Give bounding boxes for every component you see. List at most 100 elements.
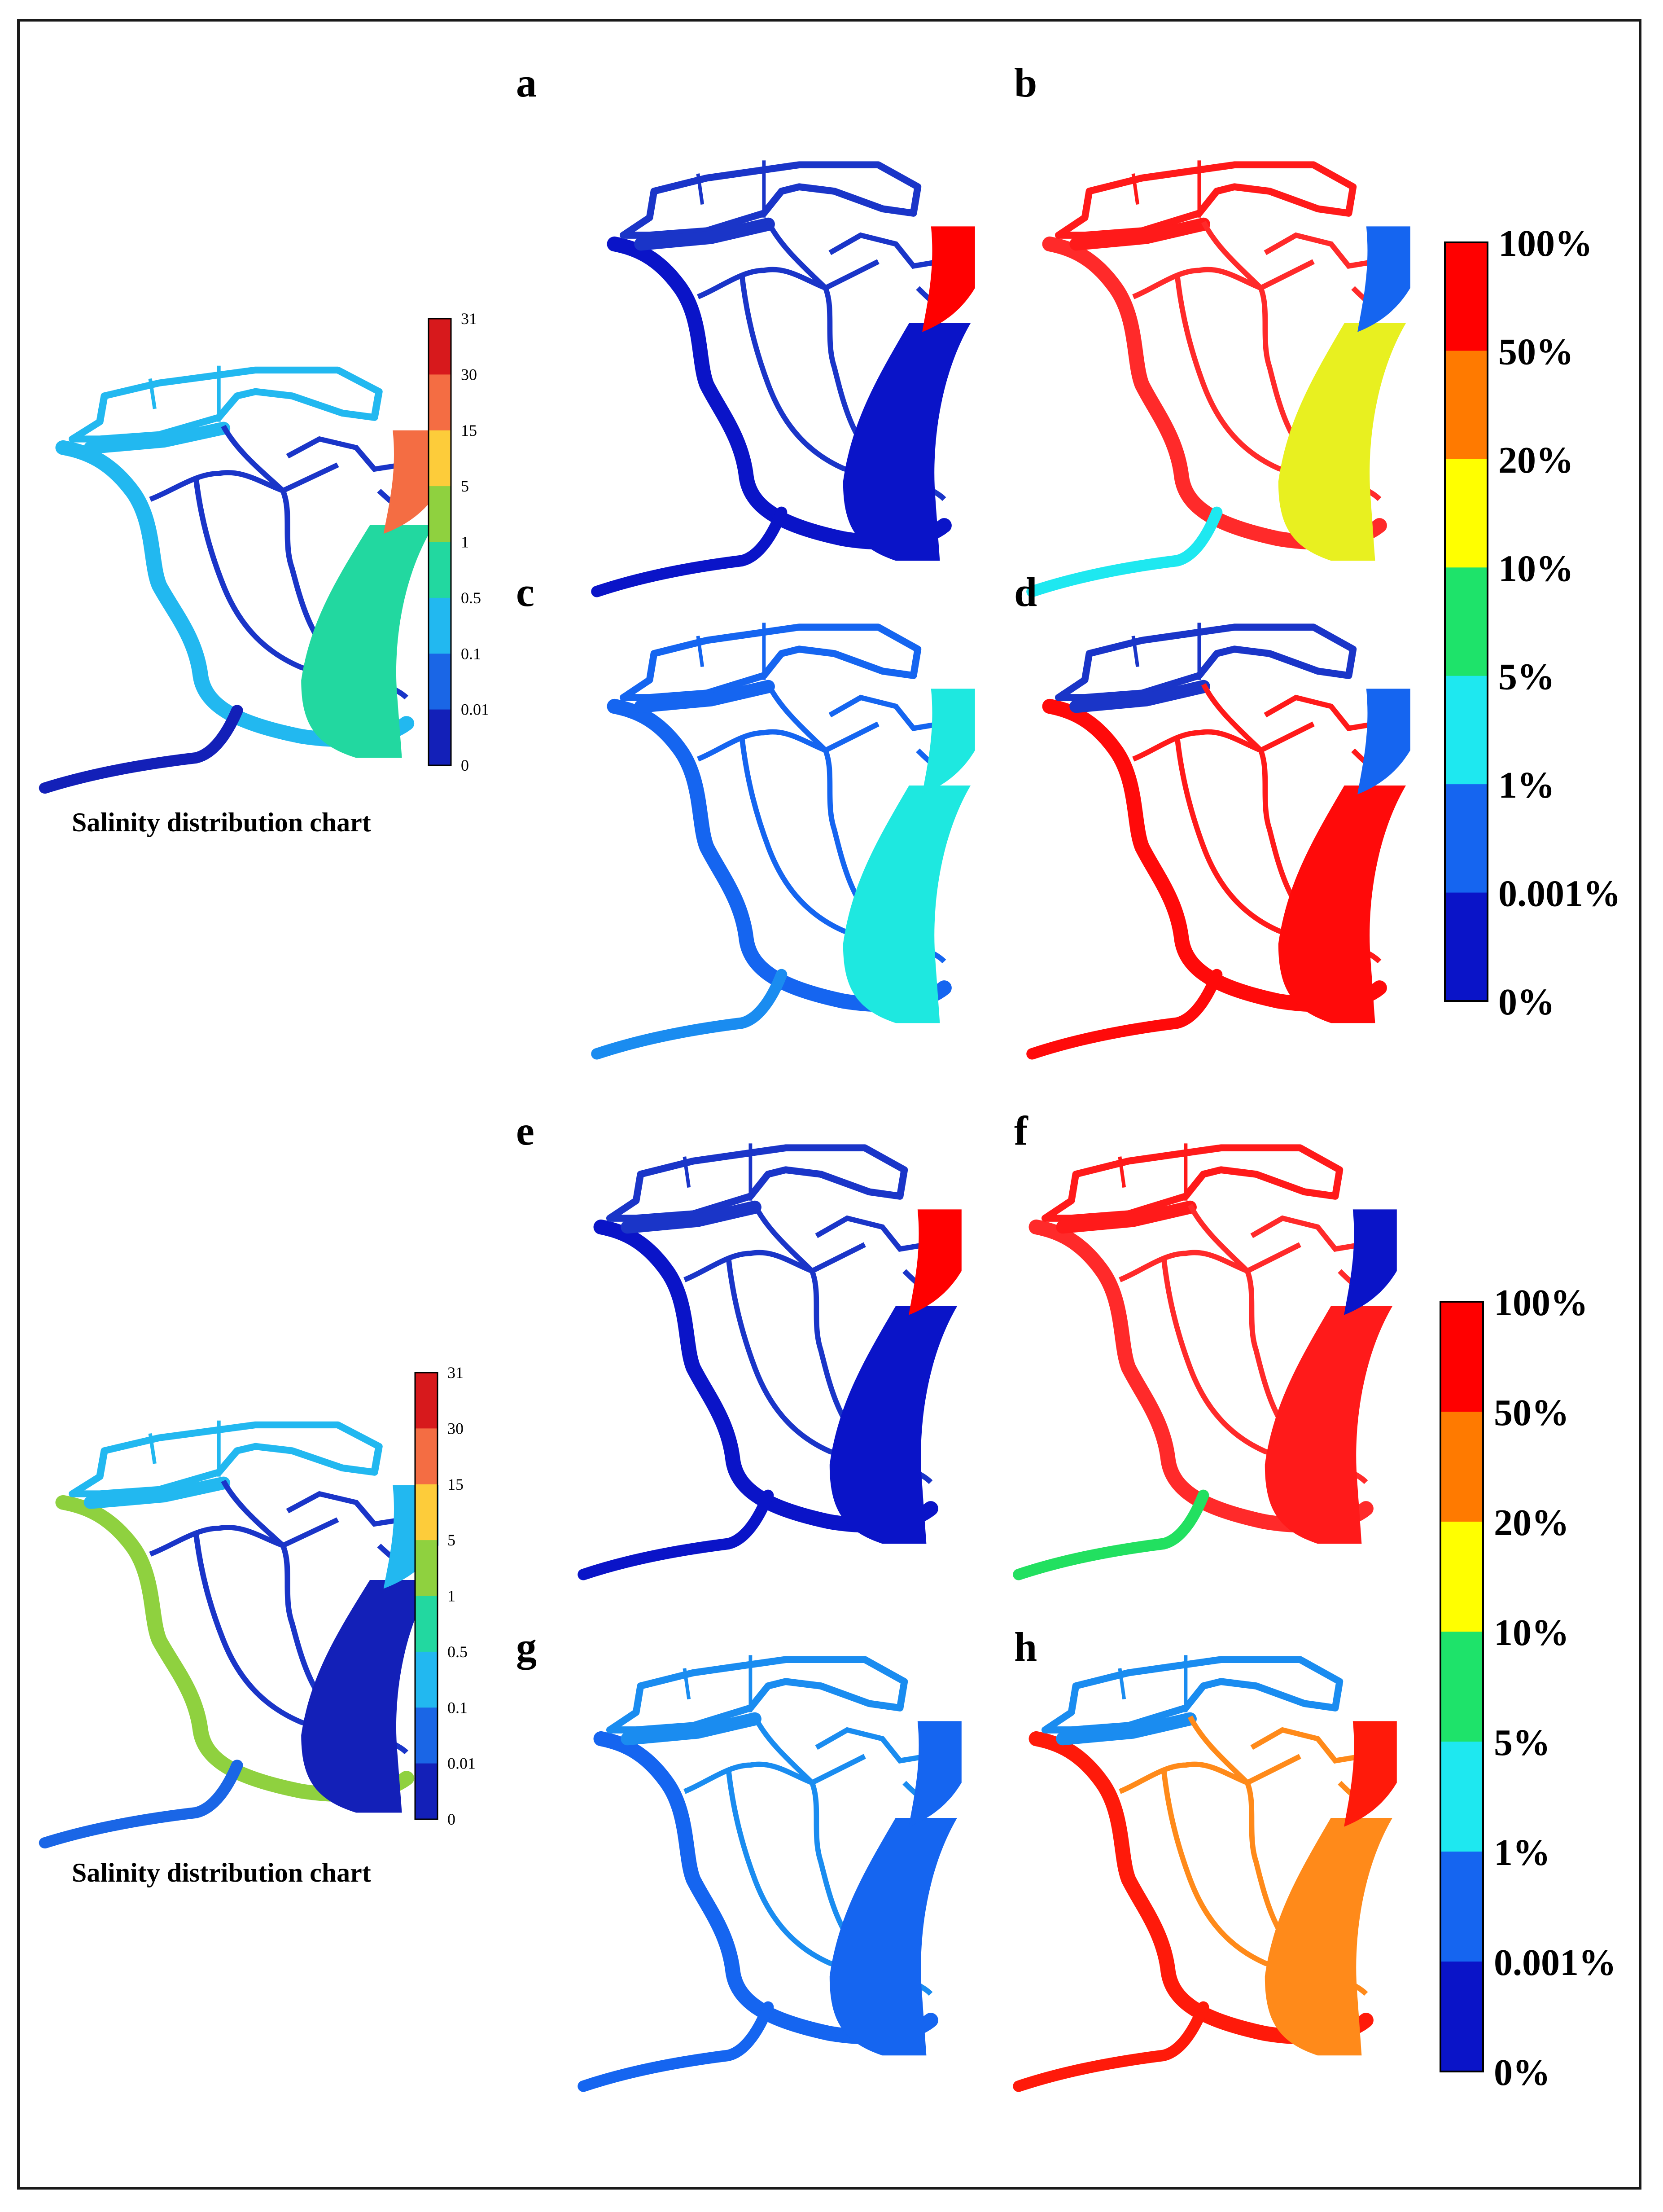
mid-channel-4 <box>1246 1242 1301 1273</box>
east-channel <box>829 1818 957 2056</box>
mid-channel-2 <box>683 1761 813 1794</box>
east-channel <box>843 786 971 1023</box>
salinity-colorbar-top: 31 30 15 5 1 0.5 0.1 0.01 0 <box>428 310 489 774</box>
south-channel <box>39 705 243 794</box>
salinity-bar-segment <box>415 1596 438 1652</box>
panel-letter-c: c <box>516 569 534 615</box>
mid-channel-2 <box>149 470 284 502</box>
south-channel <box>1013 2001 1209 2092</box>
north-inner-channel <box>621 1712 761 1746</box>
percent-bar-segment <box>1440 1412 1483 1522</box>
north-spur <box>683 1156 691 1188</box>
salinity-tick-label: 30 <box>461 365 477 383</box>
percent-bar-segment <box>1445 567 1488 676</box>
south-channel <box>591 969 788 1060</box>
percent-tick-label: 1% <box>1494 1832 1550 1874</box>
salinity-bar-segment <box>429 597 451 654</box>
salinity-bar-border <box>414 1372 438 1820</box>
east-patch <box>1357 226 1410 332</box>
salinity-bar-segment <box>429 654 451 710</box>
north-spur <box>696 636 705 667</box>
south-channel <box>1026 506 1223 597</box>
percent-bar-segment <box>1440 1522 1483 1632</box>
salinity-bar-segment <box>429 709 451 766</box>
east-patch <box>1344 1721 1397 1827</box>
west-channel <box>593 1219 938 1533</box>
salinity-tick-label: 0 <box>461 756 469 774</box>
salinity-tick-label: 5 <box>447 1531 455 1549</box>
east-patch <box>383 430 439 534</box>
percent-tick-label: 5% <box>1494 1722 1550 1764</box>
salinity-bar-segment <box>415 1373 438 1429</box>
salinity-tick-label: 0.1 <box>461 645 481 663</box>
salinity-map-top <box>39 365 439 794</box>
west-channel <box>1028 1731 1374 2045</box>
salinity-tick-label: 0.01 <box>461 701 489 719</box>
scenario-panels: a b c d e f g h <box>516 60 1410 2092</box>
mid-channel-4 <box>1259 259 1315 290</box>
east-channel <box>1278 786 1406 1023</box>
north-spur <box>1131 636 1140 667</box>
east-patch <box>922 689 975 794</box>
panel-c: c <box>516 569 975 1060</box>
east-channel <box>301 525 434 758</box>
panel-letter-d: d <box>1014 569 1037 615</box>
mid-channel-4 <box>281 462 339 493</box>
north-loop <box>606 1144 908 1222</box>
mid-channel-2 <box>697 267 827 299</box>
salinity-tick-label: 15 <box>447 1475 464 1493</box>
salinity-bar-segment <box>429 319 451 375</box>
salinity-bar-segment <box>415 1651 438 1708</box>
east-patch <box>909 1721 962 1827</box>
salinity-bar-segment <box>415 1428 438 1485</box>
salinity-bar-segment <box>415 1540 438 1596</box>
east-patch <box>909 1209 962 1315</box>
mid-channel-2 <box>149 1525 284 1557</box>
east-patch <box>922 226 975 332</box>
mid-channel-4 <box>824 259 880 290</box>
north-spur <box>1131 173 1140 205</box>
west-channel <box>1042 236 1387 550</box>
salinity-tick-label: 31 <box>461 310 477 328</box>
figure-frame <box>17 19 1641 2190</box>
north-inner-channel <box>1069 680 1210 713</box>
mid-channel-4 <box>810 1242 866 1273</box>
percent-bar-segment <box>1440 1852 1483 1962</box>
west-channel <box>1028 1219 1374 1533</box>
mid-channel-2 <box>683 1250 813 1282</box>
salinity-tick-label: 15 <box>461 421 477 439</box>
panel-a: a <box>516 60 975 597</box>
percent-tick-label: 20% <box>1498 439 1574 481</box>
east-channel <box>829 1306 957 1544</box>
caption-bottom: Salinity distribution chart <box>72 1858 371 1887</box>
north-spur <box>683 1668 691 1699</box>
salinity-tick-label: 0.1 <box>447 1698 468 1716</box>
north-loop <box>1055 623 1357 701</box>
percent-tick-label: 5% <box>1498 656 1555 698</box>
south-channel <box>1026 969 1223 1060</box>
west-channel <box>1042 698 1387 1012</box>
north-spur <box>1118 1156 1126 1188</box>
percent-tick-label: 100% <box>1494 1282 1588 1324</box>
east-patch <box>1357 689 1410 794</box>
north-inner-channel <box>1069 217 1210 251</box>
percent-bar-segment <box>1440 1302 1483 1412</box>
percent-bar-border <box>1444 241 1488 1002</box>
north-loop <box>1041 1144 1344 1222</box>
salinity-tick-label: 31 <box>447 1364 464 1382</box>
east-channel <box>1265 1306 1392 1544</box>
panel-f: f <box>1013 1108 1397 1580</box>
north-inner-channel <box>1056 1712 1197 1746</box>
west-channel <box>607 698 952 1012</box>
north-loop <box>606 1656 908 1734</box>
south-channel <box>578 2001 774 2092</box>
north-spur <box>696 173 705 205</box>
percent-bar-segment <box>1445 242 1488 351</box>
salinity-tick-label: 1 <box>461 533 469 551</box>
mid-channel-2 <box>1119 1761 1248 1794</box>
salinity-bar-segment <box>429 430 451 487</box>
north-inner-channel <box>634 217 775 251</box>
north-loop <box>1055 161 1357 239</box>
south-channel <box>591 506 788 597</box>
panel-h: h <box>1013 1624 1397 2092</box>
